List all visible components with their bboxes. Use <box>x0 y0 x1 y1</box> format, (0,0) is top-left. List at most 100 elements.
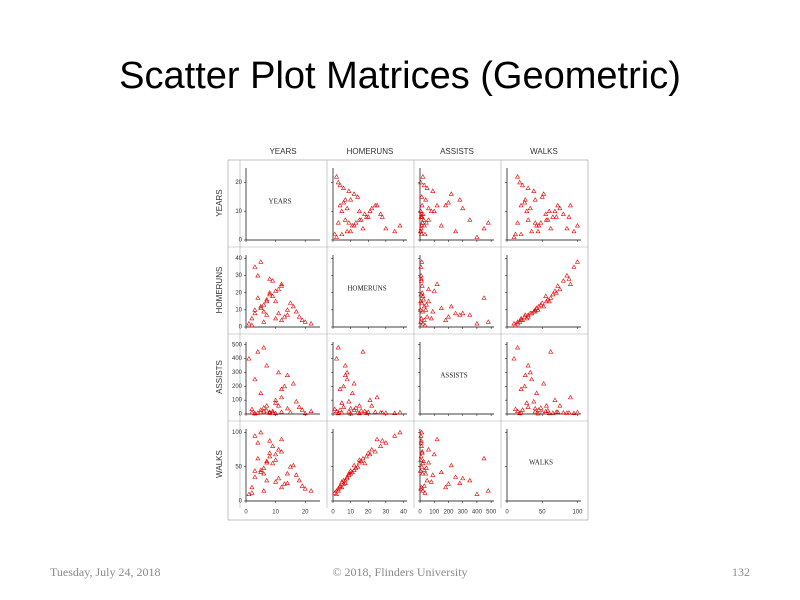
scatter-point <box>422 490 428 495</box>
scatter-point <box>418 486 424 491</box>
x-tick-label: 0 <box>418 510 422 516</box>
scatter-point <box>252 410 258 416</box>
scatter-point <box>339 208 345 213</box>
scatter-point <box>342 197 348 202</box>
y-tick-label: 0 <box>239 499 243 505</box>
scatter-point <box>348 197 354 202</box>
scatter-point <box>276 446 282 452</box>
y-tick-label: 10 <box>235 209 242 215</box>
scatter-point <box>567 394 573 400</box>
scatter-point <box>453 228 459 234</box>
scatter-point <box>360 225 366 231</box>
scatter-point <box>421 182 427 188</box>
y-tick-label: 20 <box>235 290 242 296</box>
scatter-point <box>258 259 264 264</box>
scatter-point <box>365 450 371 455</box>
scatter-point <box>284 470 290 476</box>
scatter-point <box>335 344 341 350</box>
scatter-point <box>418 319 424 324</box>
scatter-point <box>392 410 398 415</box>
scatter-point <box>431 208 437 213</box>
scatter-point <box>360 455 366 461</box>
scatter-point <box>485 319 491 324</box>
y-tick-label: 200 <box>232 384 243 390</box>
scatter-point <box>284 307 290 312</box>
scatter-point <box>541 191 547 196</box>
scatter-point <box>299 317 305 322</box>
scatter-point <box>566 276 572 281</box>
scatter-point <box>363 410 369 415</box>
scatter-point <box>481 455 487 461</box>
scatter-point <box>334 488 340 493</box>
scatter-point <box>419 283 425 288</box>
y-tick-label: 10 <box>235 307 242 313</box>
scatter-point <box>367 397 373 402</box>
scatter-point <box>532 408 538 414</box>
scatter-point <box>418 433 424 438</box>
scatter-point <box>246 320 252 326</box>
scatter-point <box>485 220 491 225</box>
scatter-point <box>548 225 554 231</box>
scatter-point <box>438 305 444 310</box>
scatter-point <box>420 320 426 326</box>
scatter-point <box>426 205 432 211</box>
scatter-point <box>249 490 255 495</box>
scatter-point <box>419 202 425 208</box>
scatter-point <box>448 303 454 309</box>
scatter-point <box>356 410 362 416</box>
scatter-point <box>264 362 270 368</box>
scatter-point <box>273 457 279 462</box>
scatter-point <box>534 222 540 228</box>
scatter-point <box>302 319 308 324</box>
scatter-point <box>566 410 572 415</box>
scatter-point <box>252 474 258 479</box>
scatter-point <box>419 259 425 264</box>
scatter-point <box>511 320 517 326</box>
scatter-point <box>255 295 261 300</box>
x-tick-label: 0 <box>244 510 248 516</box>
scatter-point <box>428 479 434 484</box>
scatter-point <box>334 408 340 414</box>
scatter-point <box>335 220 341 225</box>
scatter-point <box>255 455 261 461</box>
scatter-point <box>574 259 580 264</box>
scatter-point <box>335 179 341 185</box>
scatter-point <box>337 484 343 490</box>
scatter-point <box>258 429 264 435</box>
scatter-point <box>539 194 545 199</box>
scatter-point <box>519 182 526 188</box>
scatter-point <box>417 228 423 234</box>
scatter-point <box>332 490 338 495</box>
scatter-point <box>374 394 380 400</box>
scatter-point <box>351 191 357 196</box>
y-tick-label: 100 <box>232 430 243 436</box>
scatter-point <box>369 205 375 211</box>
scatter-point <box>529 228 535 234</box>
scatter-point <box>517 179 523 185</box>
scatter-point <box>299 407 305 412</box>
scatter-point <box>334 491 340 496</box>
scatter-point <box>344 369 350 375</box>
x-tick-label: 300 <box>458 510 469 516</box>
scatter-point <box>421 296 427 302</box>
scatter-point <box>534 390 540 396</box>
scatter-point <box>363 214 369 219</box>
scatter-point <box>426 298 432 304</box>
scatter-point <box>348 228 354 234</box>
scatter-point <box>255 410 261 415</box>
scatter-point <box>267 291 273 297</box>
scatter-point <box>418 264 424 269</box>
scatter-point <box>434 436 440 442</box>
scatter-point <box>344 475 350 481</box>
scatter-point <box>281 383 287 389</box>
scatter-point <box>273 479 279 484</box>
scatter-point <box>417 468 423 473</box>
scatter-point <box>423 465 429 470</box>
scatter-point <box>426 217 432 222</box>
scatter-point <box>445 199 451 205</box>
scatter-point <box>356 403 362 408</box>
column-header: YEARS <box>269 147 296 156</box>
scatter-point <box>379 410 385 415</box>
y-tick-label: 50 <box>235 464 242 470</box>
y-tick-label: 40 <box>235 256 242 262</box>
